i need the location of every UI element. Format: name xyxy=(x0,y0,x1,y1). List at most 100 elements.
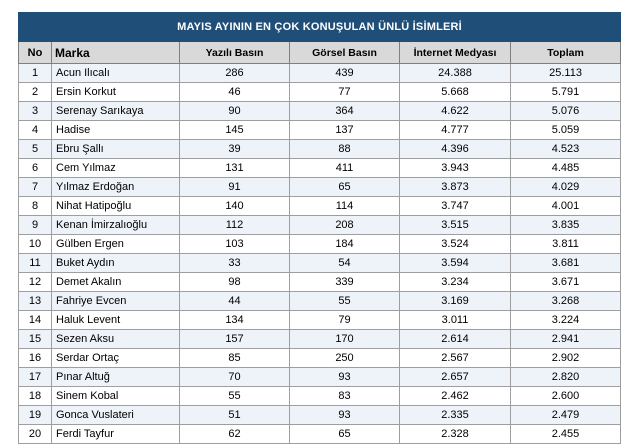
cell-no: 6 xyxy=(18,158,52,178)
cell-toplam: 5.059 xyxy=(509,120,622,140)
cell-yazili-basin: 98 xyxy=(179,272,290,292)
table-row: 7 Yılmaz Erdoğan 91 65 3.873 4.029 xyxy=(18,177,622,197)
cell-toplam: 5.791 xyxy=(509,82,622,102)
cell-internet-medyasi: 4.777 xyxy=(399,120,511,140)
cell-no: 9 xyxy=(18,215,52,235)
cell-gorsel-basin: 114 xyxy=(289,196,400,216)
ranking-table: MAYIS AYININ EN ÇOK KONUŞULAN ÜNLÜ İSİML… xyxy=(17,12,622,444)
cell-yazili-basin: 62 xyxy=(179,424,290,444)
cell-marka: Acun Ilıcalı xyxy=(51,63,180,83)
cell-no: 13 xyxy=(18,291,52,311)
cell-gorsel-basin: 208 xyxy=(289,215,400,235)
cell-no: 7 xyxy=(18,177,52,197)
cell-gorsel-basin: 93 xyxy=(289,367,400,387)
table-row: 14 Haluk Levent 134 79 3.011 3.224 xyxy=(18,310,622,330)
cell-marka: Ebru Şallı xyxy=(51,139,180,159)
table-row: 3 Serenay Sarıkaya 90 364 4.622 5.076 xyxy=(18,101,622,121)
cell-gorsel-basin: 77 xyxy=(289,82,400,102)
cell-no: 18 xyxy=(18,386,52,406)
cell-toplam: 25.113 xyxy=(509,63,622,83)
table-row: 12 Demet Akalın 98 339 3.234 3.671 xyxy=(18,272,622,292)
cell-marka: Hadise xyxy=(51,120,180,140)
cell-no: 15 xyxy=(18,329,52,349)
cell-yazili-basin: 85 xyxy=(179,348,290,368)
cell-internet-medyasi: 2.657 xyxy=(399,367,511,387)
header-marka: Marka xyxy=(51,41,180,64)
cell-yazili-basin: 112 xyxy=(179,215,290,235)
cell-toplam: 3.811 xyxy=(509,234,622,254)
cell-yazili-basin: 46 xyxy=(179,82,290,102)
cell-no: 11 xyxy=(18,253,52,273)
cell-marka: Nihat Hatipoğlu xyxy=(51,196,180,216)
table-title: MAYIS AYININ EN ÇOK KONUŞULAN ÜNLÜ İSİML… xyxy=(17,12,622,42)
cell-internet-medyasi: 2.328 xyxy=(399,424,511,444)
cell-no: 17 xyxy=(18,367,52,387)
cell-marka: Buket Aydın xyxy=(51,253,180,273)
cell-gorsel-basin: 88 xyxy=(289,139,400,159)
cell-internet-medyasi: 2.614 xyxy=(399,329,511,349)
cell-gorsel-basin: 65 xyxy=(289,177,400,197)
cell-toplam: 3.671 xyxy=(509,272,622,292)
cell-yazili-basin: 134 xyxy=(179,310,290,330)
cell-no: 14 xyxy=(18,310,52,330)
cell-marka: Ersin Korkut xyxy=(51,82,180,102)
table-header-row: No Marka Yazılı Basın Görsel Basın İnter… xyxy=(18,41,622,64)
cell-yazili-basin: 33 xyxy=(179,253,290,273)
cell-gorsel-basin: 439 xyxy=(289,63,400,83)
cell-gorsel-basin: 54 xyxy=(289,253,400,273)
cell-toplam: 2.820 xyxy=(509,367,622,387)
cell-no: 19 xyxy=(18,405,52,425)
cell-toplam: 2.941 xyxy=(509,329,622,349)
table-row: 16 Serdar Ortaç 85 250 2.567 2.902 xyxy=(18,348,622,368)
cell-toplam: 3.224 xyxy=(509,310,622,330)
cell-marka: Sezen Aksu xyxy=(51,329,180,349)
cell-toplam: 3.681 xyxy=(509,253,622,273)
cell-yazili-basin: 286 xyxy=(179,63,290,83)
table-row: 2 Ersin Korkut 46 77 5.668 5.791 xyxy=(18,82,622,102)
cell-gorsel-basin: 83 xyxy=(289,386,400,406)
table-row: 8 Nihat Hatipoğlu 140 114 3.747 4.001 xyxy=(18,196,622,216)
cell-internet-medyasi: 2.335 xyxy=(399,405,511,425)
cell-marka: Gülben Ergen xyxy=(51,234,180,254)
cell-toplam: 2.455 xyxy=(509,424,622,444)
cell-gorsel-basin: 411 xyxy=(289,158,400,178)
cell-internet-medyasi: 3.873 xyxy=(399,177,511,197)
cell-internet-medyasi: 3.594 xyxy=(399,253,511,273)
header-gorsel-basin: Görsel Basın xyxy=(289,41,400,64)
cell-gorsel-basin: 55 xyxy=(289,291,400,311)
cell-no: 10 xyxy=(18,234,52,254)
cell-marka: Serdar Ortaç xyxy=(51,348,180,368)
cell-toplam: 2.479 xyxy=(509,405,622,425)
header-internet-medyasi: İnternet Medyası xyxy=(399,41,511,64)
cell-gorsel-basin: 364 xyxy=(289,101,400,121)
table-row: 10 Gülben Ergen 103 184 3.524 3.811 xyxy=(18,234,622,254)
table-row: 4 Hadise 145 137 4.777 5.059 xyxy=(18,120,622,140)
cell-toplam: 4.001 xyxy=(509,196,622,216)
table-row: 18 Sinem Kobal 55 83 2.462 2.600 xyxy=(18,386,622,406)
cell-toplam: 3.835 xyxy=(509,215,622,235)
table-row: 20 Ferdi Tayfur 62 65 2.328 2.455 xyxy=(18,424,622,444)
header-yazili-basin: Yazılı Basın xyxy=(179,41,290,64)
cell-internet-medyasi: 3.524 xyxy=(399,234,511,254)
cell-toplam: 2.600 xyxy=(509,386,622,406)
cell-gorsel-basin: 79 xyxy=(289,310,400,330)
cell-marka: Ferdi Tayfur xyxy=(51,424,180,444)
cell-internet-medyasi: 3.234 xyxy=(399,272,511,292)
cell-gorsel-basin: 250 xyxy=(289,348,400,368)
cell-marka: Fahriye Evcen xyxy=(51,291,180,311)
cell-no: 16 xyxy=(18,348,52,368)
cell-marka: Haluk Levent xyxy=(51,310,180,330)
cell-marka: Pınar Altuğ xyxy=(51,367,180,387)
cell-marka: Cem Yılmaz xyxy=(51,158,180,178)
table-body: 1 Acun Ilıcalı 286 439 24.388 25.113 2 Ersin Ko… xyxy=(18,63,622,444)
table-row: 1 Acun Ilıcalı 286 439 24.388 25.113 xyxy=(18,63,622,83)
header-no: No xyxy=(18,41,52,64)
table-row: 9 Kenan İmirzalıoğlu 112 208 3.515 3.835 xyxy=(18,215,622,235)
cell-internet-medyasi: 2.462 xyxy=(399,386,511,406)
table-row: 5 Ebru Şallı 39 88 4.396 4.523 xyxy=(18,139,622,159)
cell-no: 1 xyxy=(18,63,52,83)
cell-gorsel-basin: 65 xyxy=(289,424,400,444)
cell-internet-medyasi: 5.668 xyxy=(399,82,511,102)
cell-no: 8 xyxy=(18,196,52,216)
cell-toplam: 2.902 xyxy=(509,348,622,368)
